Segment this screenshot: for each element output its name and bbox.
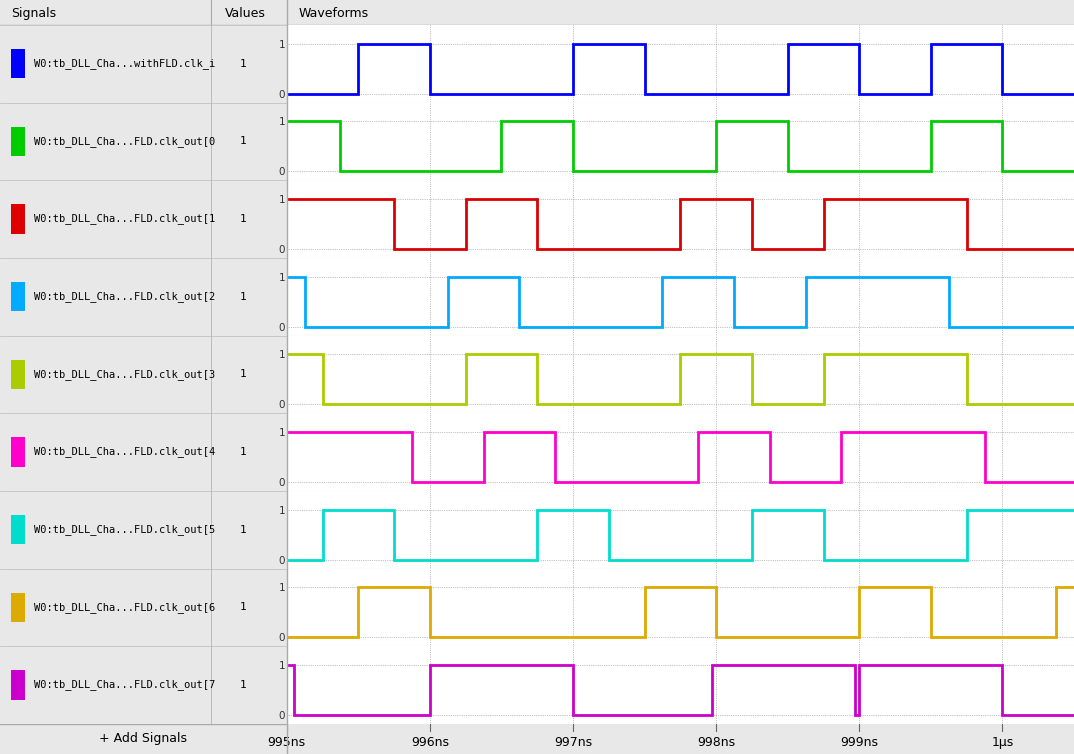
Text: 1: 1 (240, 292, 246, 302)
Bar (12, 437, 25, 467)
Text: 1: 1 (240, 525, 246, 535)
Text: W0:tb_DLL_Cha...FLD.clk_out[1: W0:tb_DLL_Cha...FLD.clk_out[1 (34, 213, 215, 225)
Text: 1: 1 (240, 214, 246, 224)
Text: W0:tb_DLL_Cha...withFLD.clk_i: W0:tb_DLL_Cha...withFLD.clk_i (34, 58, 215, 69)
Text: W0:tb_DLL_Cha...FLD.clk_out[7: W0:tb_DLL_Cha...FLD.clk_out[7 (34, 679, 215, 691)
Text: 998ns: 998ns (697, 736, 736, 749)
Text: Waveforms: Waveforms (299, 8, 368, 20)
Text: 1: 1 (240, 447, 246, 457)
Text: 1: 1 (240, 369, 246, 379)
Text: 1: 1 (240, 680, 246, 690)
Bar (12, 670, 25, 700)
Bar (12, 49, 25, 78)
Text: W0:tb_DLL_Cha...FLD.clk_out[4: W0:tb_DLL_Cha...FLD.clk_out[4 (34, 446, 215, 458)
Bar (12, 127, 25, 156)
Bar (12, 515, 25, 544)
Text: 1: 1 (240, 602, 246, 612)
Text: + Add Signals: + Add Signals (100, 732, 187, 746)
Text: 997ns: 997ns (554, 736, 592, 749)
Bar (12, 360, 25, 389)
Text: W0:tb_DLL_Cha...FLD.clk_out[3: W0:tb_DLL_Cha...FLD.clk_out[3 (34, 369, 215, 380)
Text: W0:tb_DLL_Cha...FLD.clk_out[5: W0:tb_DLL_Cha...FLD.clk_out[5 (34, 524, 215, 535)
Text: Values: Values (226, 8, 266, 20)
Text: 999ns: 999ns (840, 736, 879, 749)
Text: 996ns: 996ns (411, 736, 449, 749)
Bar (12, 593, 25, 622)
Text: 1μs: 1μs (991, 736, 1014, 749)
Text: Signals: Signals (12, 8, 57, 20)
Text: W0:tb_DLL_Cha...FLD.clk_out[0: W0:tb_DLL_Cha...FLD.clk_out[0 (34, 136, 215, 147)
Text: 1: 1 (240, 59, 246, 69)
Text: W0:tb_DLL_Cha...FLD.clk_out[6: W0:tb_DLL_Cha...FLD.clk_out[6 (34, 602, 215, 613)
Text: 1: 1 (240, 136, 246, 146)
Bar (12, 204, 25, 234)
Text: 995ns: 995ns (267, 736, 306, 749)
Bar (12, 282, 25, 311)
Text: W0:tb_DLL_Cha...FLD.clk_out[2: W0:tb_DLL_Cha...FLD.clk_out[2 (34, 291, 215, 302)
